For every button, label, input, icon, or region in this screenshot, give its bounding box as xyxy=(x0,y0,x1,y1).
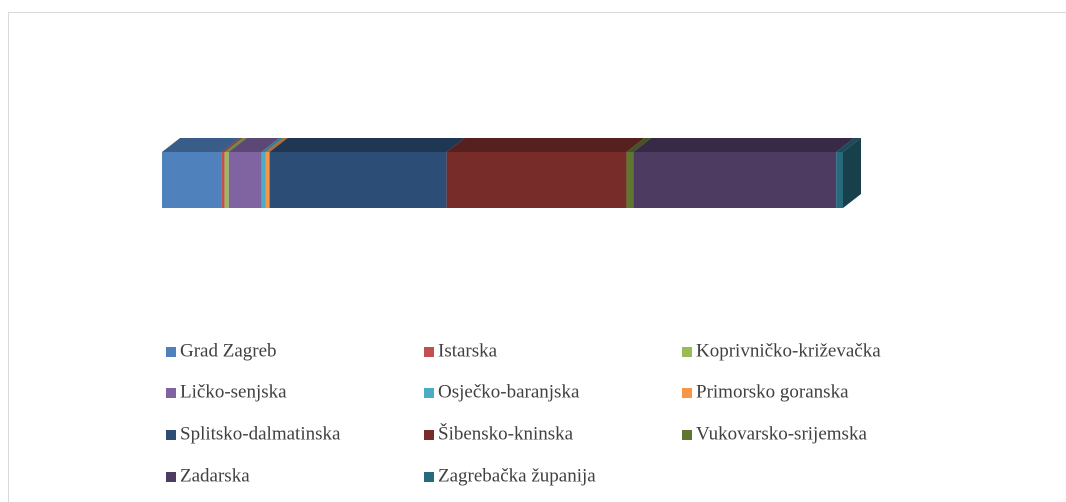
bar-top xyxy=(633,138,855,152)
legend-label: Šibensko-kninska xyxy=(438,422,574,444)
bar-top xyxy=(269,138,465,152)
bar-top xyxy=(221,138,243,152)
legend-swatch xyxy=(166,388,176,398)
legend-swatch xyxy=(424,388,434,398)
bar xyxy=(224,152,229,208)
legend-label: Koprivničko-križevačka xyxy=(696,340,881,361)
bar xyxy=(446,152,627,208)
legend-swatch xyxy=(424,472,434,482)
bar-top xyxy=(228,138,280,152)
chart-frame xyxy=(8,12,1066,502)
bar-side xyxy=(843,138,861,208)
bar xyxy=(265,152,270,208)
bar xyxy=(633,152,837,208)
legend-label: Zagrebačka županija xyxy=(438,465,596,486)
legend-label: Ličko-senjska xyxy=(180,381,287,402)
legend-swatch xyxy=(424,347,434,357)
bar-top xyxy=(836,138,861,152)
legend-label: Osječko-baranjska xyxy=(438,381,580,402)
bar-top xyxy=(224,138,247,152)
legend-label: Istarska xyxy=(438,340,498,361)
bar xyxy=(269,152,447,208)
bar xyxy=(836,152,843,208)
bar-top xyxy=(446,138,645,152)
bar xyxy=(221,152,225,208)
legend-label: Vukovarsko-srijemska xyxy=(696,423,867,444)
legend-swatch xyxy=(424,430,434,440)
bar-top xyxy=(265,138,288,152)
legend-label: Splitsko-dalmatinska xyxy=(180,423,341,444)
legend-swatch xyxy=(166,347,176,357)
legend-label: Grad Zagreb xyxy=(180,340,277,361)
legend-swatch xyxy=(682,388,692,398)
legend-swatch xyxy=(682,430,692,440)
legend-label: Primorsko goranska xyxy=(696,381,849,402)
bar-top xyxy=(162,138,240,152)
bar-top xyxy=(626,138,652,152)
bar xyxy=(162,152,222,208)
bar xyxy=(626,152,634,208)
bar xyxy=(228,152,262,208)
legend-swatch xyxy=(682,347,692,357)
legend-swatch xyxy=(166,472,176,482)
legend-swatch xyxy=(166,430,176,440)
legend-label: Zadarska xyxy=(180,465,250,486)
bar xyxy=(261,152,266,208)
bar-top xyxy=(261,138,284,152)
